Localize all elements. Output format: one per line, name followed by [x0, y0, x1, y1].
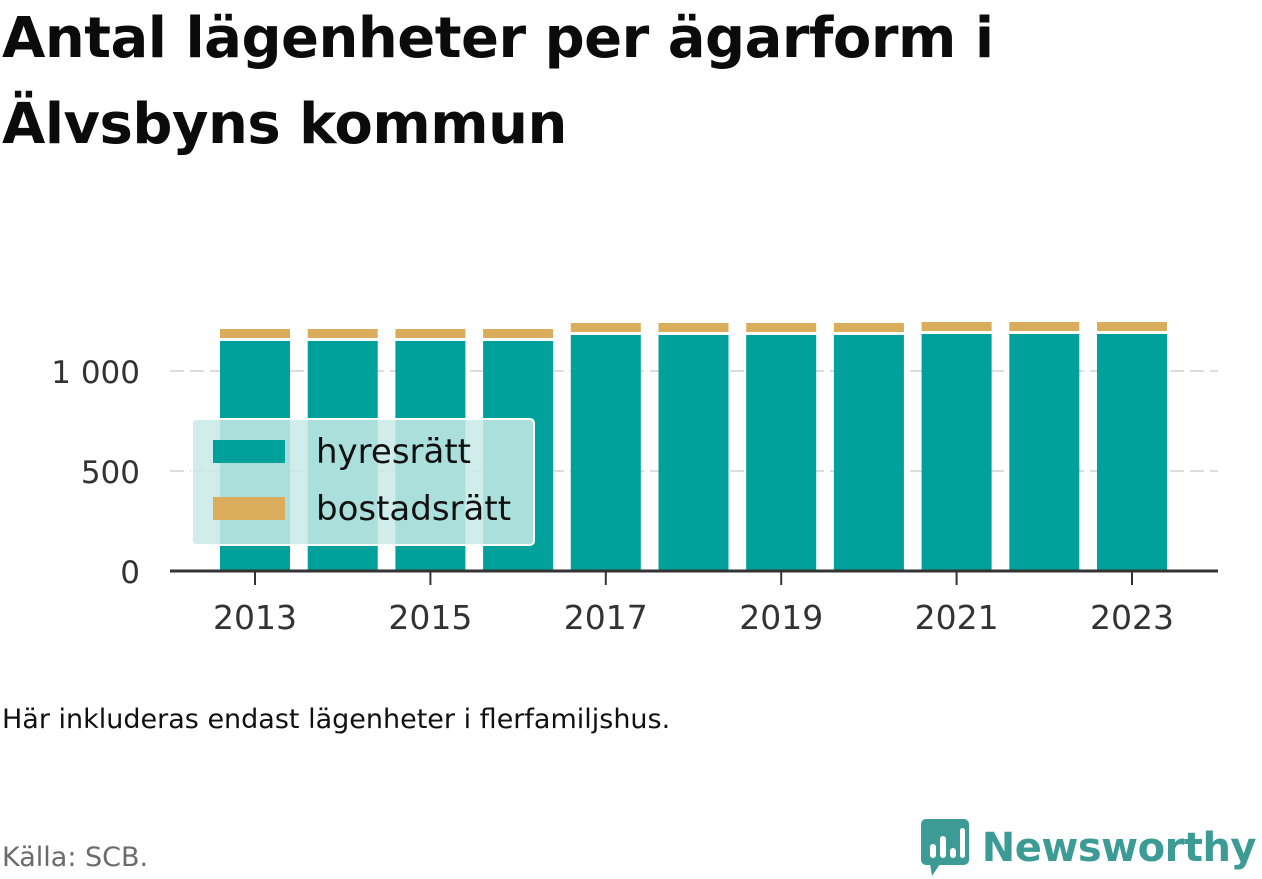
- y-tick-label: 500: [81, 455, 140, 491]
- bar-hyresratt-2020: [833, 335, 904, 571]
- x-tick-label: 2013: [213, 598, 297, 637]
- x-tick-label: 2017: [564, 598, 648, 637]
- bar-bostadsratt-2018: [658, 323, 729, 332]
- bar-bostadsratt-2022: [1009, 322, 1080, 331]
- bar-hyresratt-2023: [1097, 334, 1167, 571]
- bar-chart-speech-bubble-icon: [920, 819, 969, 876]
- y-tick-label: 1 000: [51, 355, 140, 391]
- bar-bostadsratt-2016: [483, 329, 554, 338]
- chart-title: Antal lägenheter per ägarform i Älvsbyns…: [2, 6, 994, 157]
- legend-swatch-bostadsratt: [213, 497, 285, 520]
- legend-label: bostadsrätt: [316, 489, 511, 529]
- source-credit: Källa: SCB.: [2, 842, 149, 873]
- x-tick-label: 2021: [915, 598, 999, 637]
- legend: hyresrätt bostadsrätt: [191, 418, 535, 546]
- bar-bostadsratt-2020: [833, 323, 904, 332]
- newsworthy-logo: Newsworthy: [920, 818, 1257, 878]
- x-tick-label: 2019: [739, 598, 823, 637]
- bar-hyresratt-2021: [921, 334, 992, 571]
- bar-hyresratt-2018: [658, 335, 729, 571]
- bar-hyresratt-2019: [746, 335, 817, 571]
- bar-hyresratt-2017: [570, 335, 641, 571]
- brand-name: Newsworthy: [981, 825, 1257, 871]
- x-tick-label: 2015: [388, 598, 472, 637]
- legend-label: hyresrätt: [316, 432, 471, 472]
- bar-bostadsratt-2013: [220, 329, 290, 338]
- x-tick-label: 2023: [1090, 598, 1174, 637]
- stacked-bar-chart: 0 500 1 000 2013 2015 2017 2019 2021 2023 hyres…: [51, 322, 1218, 637]
- bar-bostadsratt-2021: [921, 322, 992, 331]
- y-axis-tick-labels: 0 500 1 000: [51, 355, 140, 591]
- bar-bostadsratt-2017: [570, 323, 641, 332]
- y-tick-label: 0: [120, 555, 140, 591]
- bar-hyresratt-2022: [1009, 334, 1080, 571]
- chart-note: Här inkluderas endast lägenheter i flerf…: [2, 704, 671, 735]
- legend-swatch-hyresratt: [213, 440, 285, 463]
- bar-bostadsratt-2014: [307, 329, 378, 338]
- bar-bostadsratt-2019: [746, 323, 817, 332]
- x-axis-tick-labels: 2013 2015 2017 2019 2021 2023: [213, 571, 1174, 637]
- bar-bostadsratt-2023: [1097, 322, 1167, 331]
- bar-bostadsratt-2015: [395, 329, 466, 338]
